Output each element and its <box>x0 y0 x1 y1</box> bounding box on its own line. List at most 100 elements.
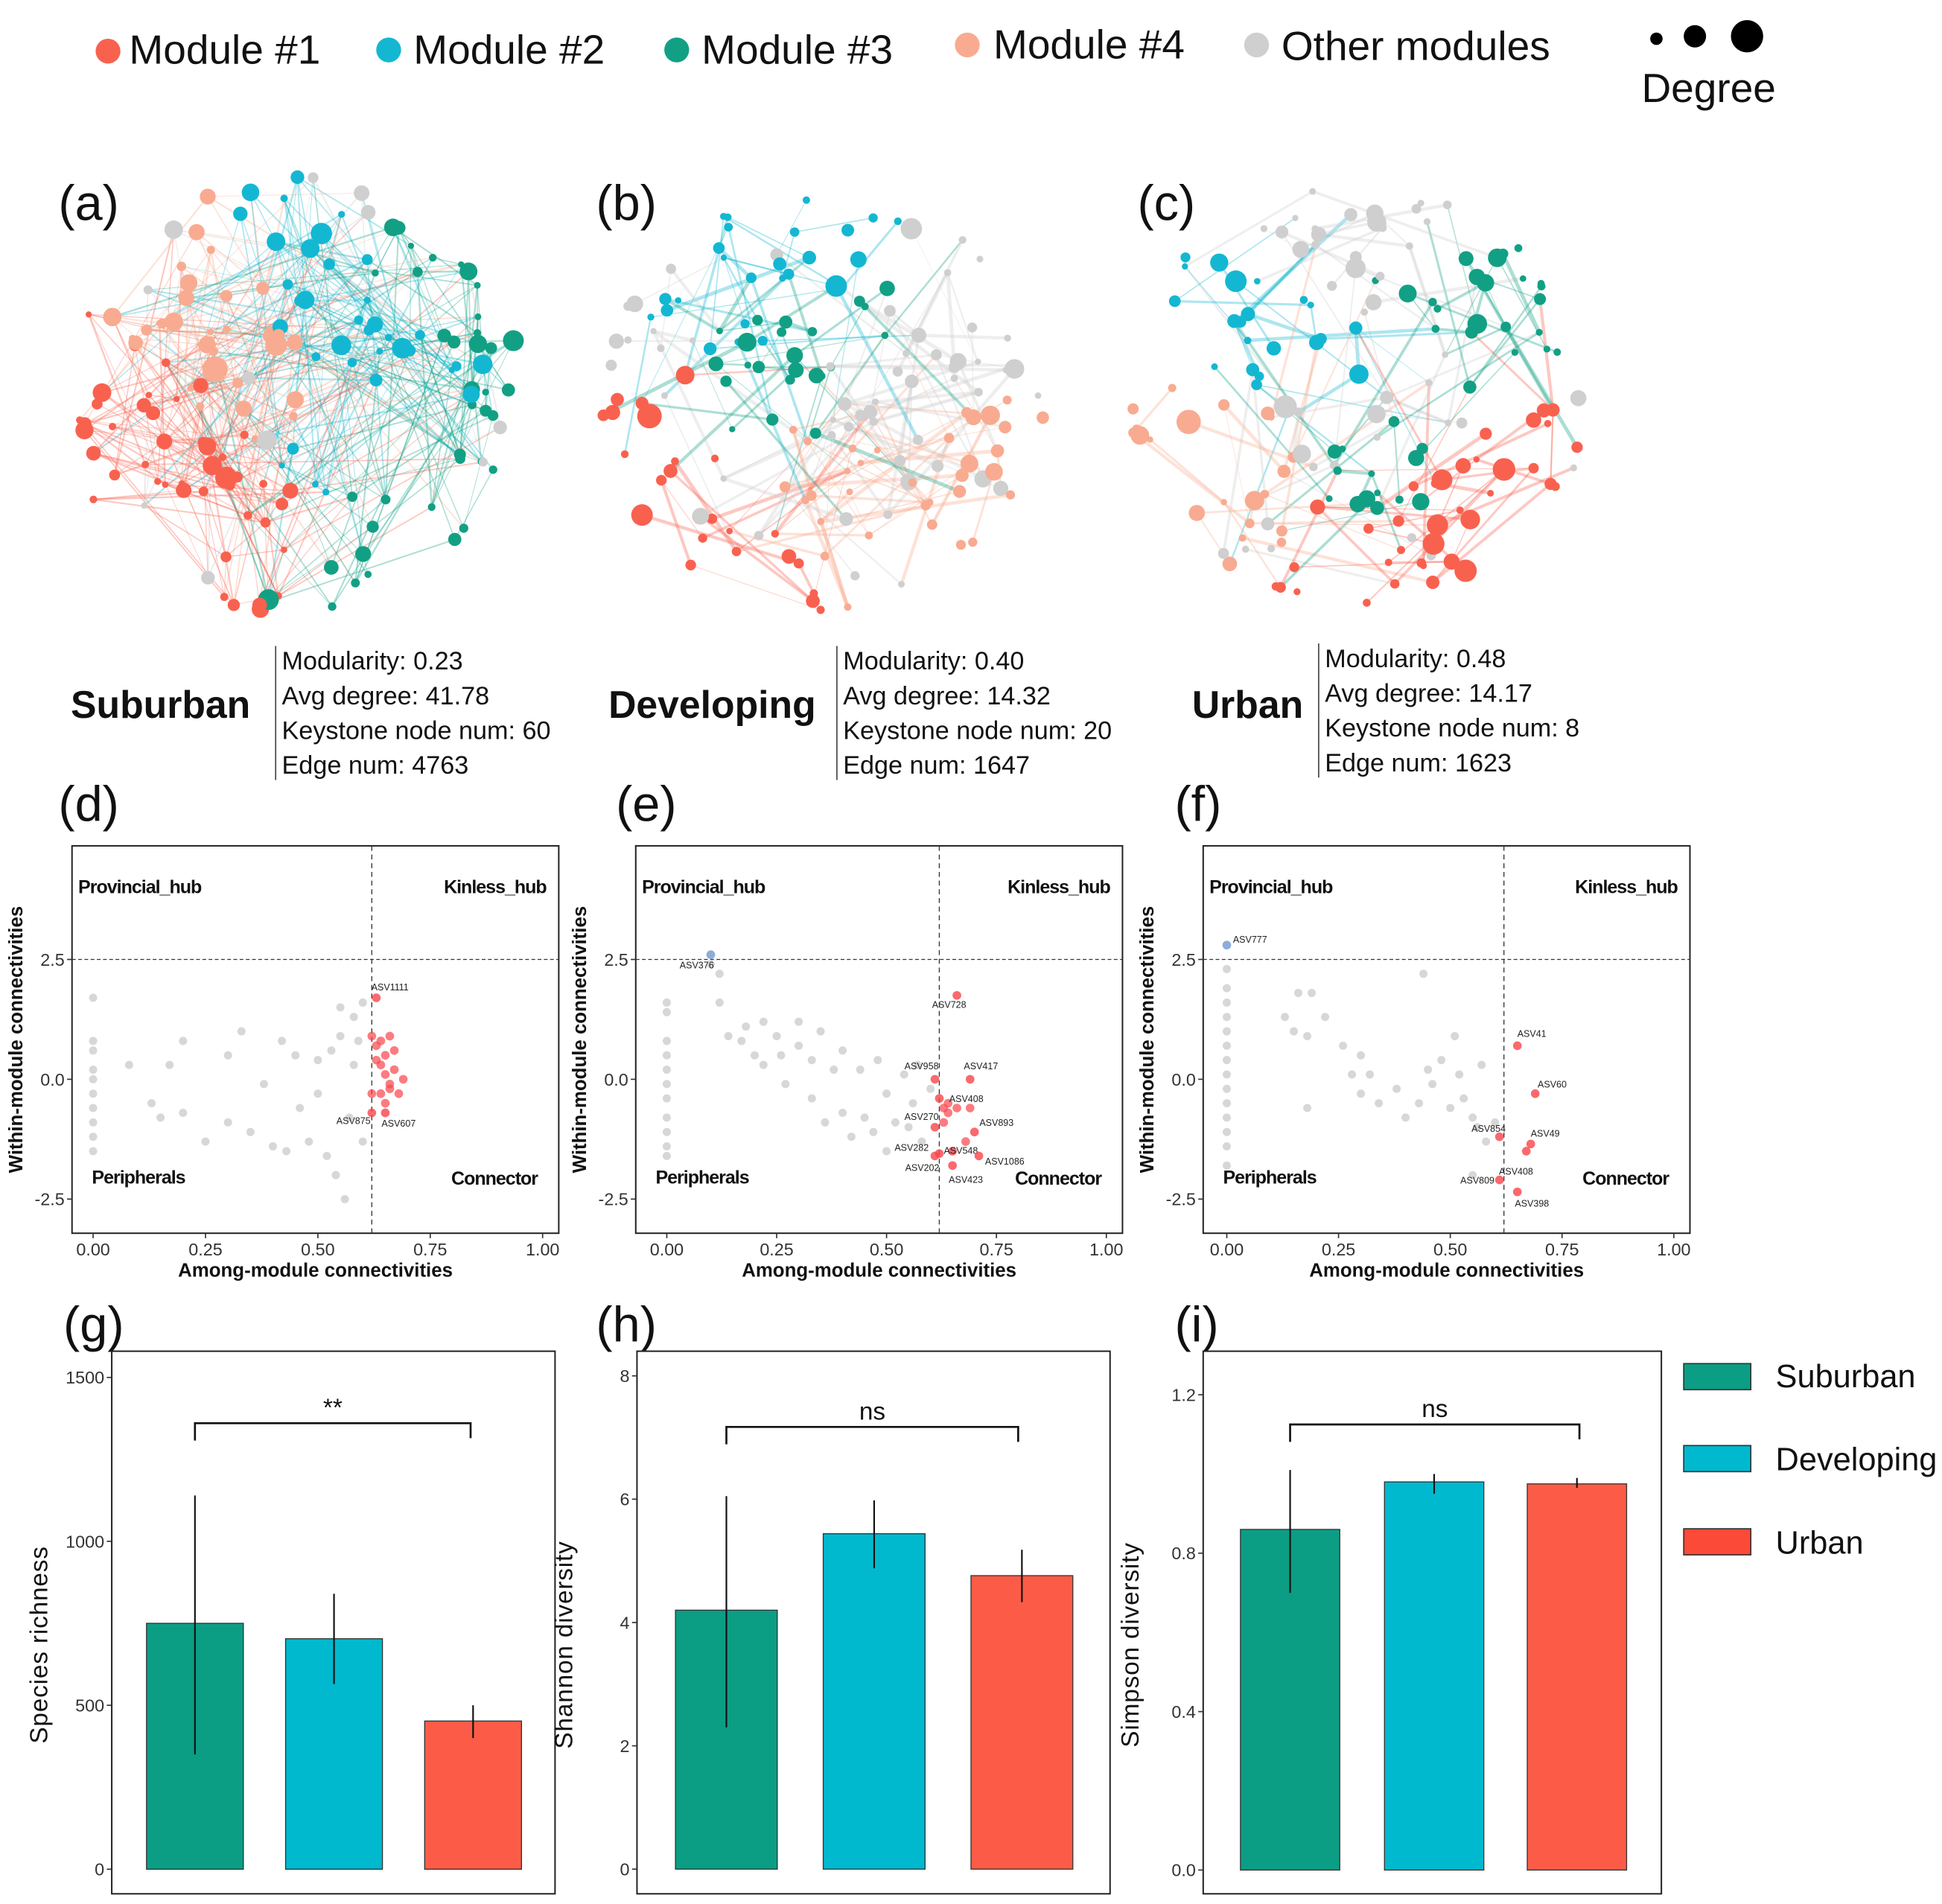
peripheral-point <box>358 1137 367 1146</box>
peripheral-point <box>1223 1127 1232 1136</box>
keystone-point <box>1530 1089 1540 1098</box>
network-node-module1 <box>89 495 98 503</box>
network-edge <box>787 273 824 377</box>
network-edge <box>875 390 979 404</box>
network-edge <box>723 477 847 521</box>
network-edge <box>1538 299 1555 410</box>
plot-frame <box>1202 1350 1663 1895</box>
network-node-module1 <box>1293 588 1301 596</box>
network-edge <box>296 176 311 249</box>
network-edge <box>325 264 462 493</box>
network-node-module3 <box>1339 445 1346 453</box>
network-edge <box>165 362 208 447</box>
peripheral-point <box>237 1027 246 1036</box>
network-node-module1 <box>1571 441 1583 453</box>
network-edge <box>276 241 376 274</box>
network-edge <box>1312 190 1498 259</box>
network-node-module2 <box>660 304 674 317</box>
network-edge <box>1313 420 1395 468</box>
network-node-module3 <box>861 302 869 311</box>
network-edge <box>811 412 967 497</box>
network-node-module4 <box>1277 465 1291 478</box>
network-node-module4 <box>207 328 214 335</box>
y-tick-label: 1500 <box>66 1368 104 1387</box>
network-edge <box>292 415 327 493</box>
network-node-other <box>754 530 764 541</box>
network-edge <box>143 404 283 505</box>
network-edge <box>877 427 1005 450</box>
network-node-other <box>143 285 153 295</box>
peripheral-point <box>223 1118 232 1127</box>
network-node-module3 <box>1374 489 1381 497</box>
network-node-other <box>1570 389 1587 407</box>
network-edge <box>79 419 204 492</box>
network-edge <box>874 401 914 483</box>
peripheral-point <box>873 1056 882 1065</box>
network-node-module3 <box>1431 325 1440 333</box>
network-edge <box>283 197 453 371</box>
network-node-module1 <box>252 597 267 613</box>
network-edge <box>1354 327 1443 481</box>
network-edge <box>260 496 353 610</box>
network-edge <box>723 257 837 287</box>
network-edge <box>157 481 182 484</box>
network-node-module4 <box>857 459 865 467</box>
connector-point <box>372 1055 381 1065</box>
network-edge <box>146 213 343 331</box>
network-node-module1 <box>1389 579 1400 589</box>
y-tick-label: 500 <box>75 1696 104 1715</box>
x-tick-label: 0.50 <box>301 1240 334 1259</box>
network-edge <box>1442 467 1534 482</box>
network-edge <box>111 196 208 318</box>
network-edge <box>374 245 412 325</box>
asv-label: ASV893 <box>979 1118 1013 1128</box>
peripheral-point <box>759 1017 768 1026</box>
network-edge <box>1317 506 1396 585</box>
network-edge <box>247 515 261 605</box>
network-edge <box>200 406 223 458</box>
quadrant-label-provincial-hub: Provincial_hub <box>1209 876 1333 897</box>
network-edge <box>144 377 249 407</box>
network-node-module4 <box>943 433 955 443</box>
connector-point <box>943 1098 953 1108</box>
network-edge <box>834 285 920 441</box>
network-stat: Avg degree: 41.78 <box>282 682 490 710</box>
network-node-other <box>1366 204 1384 222</box>
network-node-other <box>1327 281 1337 291</box>
network-edge <box>1445 325 1506 356</box>
network-edge <box>419 334 461 455</box>
network-edge <box>1317 506 1378 509</box>
network-node-module4 <box>926 519 937 530</box>
network-node-module3 <box>1395 495 1404 504</box>
peripheral-point <box>179 1037 188 1045</box>
keystone-point <box>1526 1139 1535 1149</box>
network-edge <box>736 504 926 553</box>
network-node-module4 <box>232 378 243 389</box>
network-edge <box>226 296 332 568</box>
significance-bracket <box>725 1425 1019 1445</box>
network-edge <box>214 369 291 491</box>
peripheral-point <box>1223 1161 1232 1170</box>
network-node-module2 <box>369 374 383 387</box>
peripheral-point <box>305 1137 313 1146</box>
network-edge <box>664 297 721 333</box>
network-node-module2 <box>473 354 493 375</box>
network-edge <box>87 313 147 465</box>
network-node-module4 <box>908 478 917 487</box>
peripheral-point <box>869 1127 878 1136</box>
peripheral-point <box>830 1066 838 1074</box>
asv-label: ASV408 <box>949 1094 984 1104</box>
peripheral-point <box>807 1056 816 1065</box>
peripheral-point <box>1223 1142 1232 1151</box>
network-node-module1 <box>1363 599 1371 607</box>
network-edge <box>283 198 343 346</box>
site-name: Suburban <box>71 683 250 726</box>
network-edge <box>340 344 461 459</box>
network-node-module1 <box>1544 477 1557 491</box>
network-edge <box>723 401 876 480</box>
zipi-plot-d: (d) Provincial_hub Kinless_hub Peripherals C… <box>6 777 559 1281</box>
quadrant-label-peripherals: Peripherals <box>92 1167 185 1188</box>
network-panels: (a) Suburban Modularity: 0.23 Avg degree: 4… <box>58 170 1587 780</box>
x-tick-label: 1.00 <box>1657 1240 1690 1259</box>
network-edge <box>432 257 462 265</box>
